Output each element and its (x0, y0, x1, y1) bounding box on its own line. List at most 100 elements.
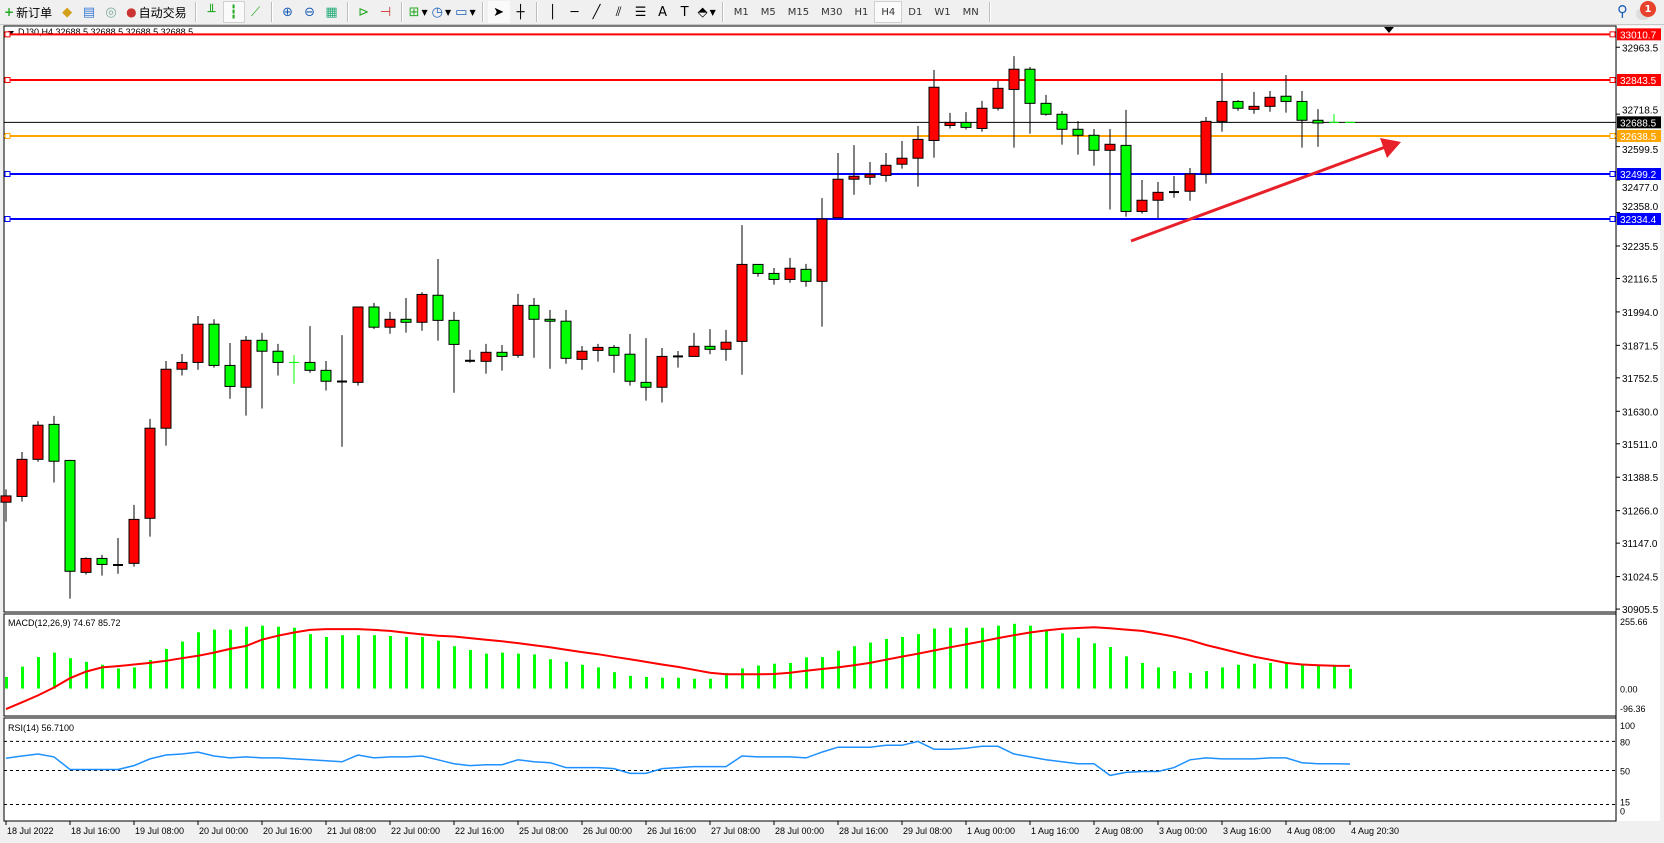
new-order-button[interactable]: + 新订单 (0, 1, 56, 23)
macd-histogram-bar (389, 635, 392, 689)
candle-body (976, 107, 988, 129)
zoom-in-button[interactable]: ⊕ (277, 1, 299, 23)
macd-axis-label: 0.00 (1620, 685, 1638, 695)
candle-body (1040, 102, 1052, 115)
arrows-button[interactable]: ⬘ ▼ (696, 1, 718, 23)
macd-histogram-bar (629, 675, 632, 689)
macd-histogram-bar (149, 660, 152, 689)
macd-histogram-bar (1157, 667, 1160, 689)
chart-window[interactable]: 32963.5 32718.5 32599.5 32477.0 32358.0 32235… (0, 25, 1664, 843)
periods-button[interactable]: ◷ ▼ (430, 1, 454, 23)
rsi-axis-label: 15 (1620, 797, 1630, 807)
trendline-button[interactable]: ╱ (586, 1, 608, 23)
macd-histogram-bar (1253, 663, 1256, 689)
timeframe-w1[interactable]: W1 (934, 6, 951, 18)
level-anchor-handle (1609, 170, 1616, 177)
trend-arrow-head-icon (1380, 138, 1401, 158)
zoom-out-button[interactable]: ⊖ (299, 1, 321, 23)
candle-body (1136, 199, 1148, 212)
macd-histogram-bar (773, 663, 776, 689)
candle-body (432, 294, 444, 321)
macd-histogram-bar (741, 668, 744, 689)
candle-body (704, 345, 716, 350)
macd-histogram-bar (1333, 664, 1336, 689)
bar-chart-button[interactable]: ╨ (201, 1, 223, 23)
timeframe-mn[interactable]: MN (962, 6, 979, 18)
macd-histogram-bar (1237, 664, 1240, 689)
macd-histogram-bar (901, 637, 904, 689)
timeframe-d1[interactable]: D1 (908, 6, 923, 18)
current-price-label-bg (1617, 116, 1661, 129)
timeframe-h1[interactable]: H1 (854, 6, 869, 18)
candle-body (160, 368, 172, 429)
candle-body (320, 369, 332, 382)
macd-histogram-bar (165, 648, 168, 689)
horizontal-line-icon: ─ (570, 4, 579, 20)
candle-body (944, 121, 956, 126)
data-window-button[interactable]: ▤ (78, 1, 100, 23)
auto-trading-label: 自动交易 (138, 5, 187, 20)
candle-body (208, 323, 220, 366)
time-axis-label: 20 Jul 16:00 (263, 826, 312, 836)
chart-shift-button[interactable]: ⊣ (375, 1, 397, 23)
search-icon[interactable]: ⚲ (1617, 2, 1628, 20)
candle-body (176, 361, 188, 370)
templates-icon: ▭ (455, 4, 468, 20)
fibo-channel-button[interactable]: ☰ (630, 1, 652, 23)
candlestick-button[interactable]: ┇ (222, 1, 245, 23)
macd-histogram-bar (373, 635, 376, 689)
fibonacci-button[interactable]: ⫽ (608, 1, 630, 23)
vertical-line-button[interactable]: │ (542, 1, 564, 23)
macd-histogram-bar (357, 635, 360, 689)
macd-histogram-bar (1301, 663, 1304, 689)
auto-scroll-button[interactable]: ⊳ (353, 1, 375, 23)
candle-body (816, 218, 828, 282)
text-button[interactable]: A (652, 1, 674, 23)
price-tick-label: 32116.5 (1622, 274, 1658, 285)
gold-button[interactable]: ◆ (56, 1, 78, 23)
indicators-button[interactable]: ⊞ ▼ (407, 1, 430, 23)
candle-body (688, 345, 700, 357)
timeframe-m15[interactable]: M15 (787, 6, 810, 18)
rsi-axis-label: 100 (1620, 721, 1635, 731)
candle-body (1216, 100, 1228, 122)
macd-histogram-bar (1141, 662, 1144, 689)
signals-button[interactable]: ◎ (100, 1, 122, 23)
notification-badge[interactable]: 1 (1640, 1, 1656, 17)
crosshair-button[interactable]: ┼ (510, 1, 532, 23)
line-chart-icon: ⟋ (251, 4, 261, 20)
tile-windows-button[interactable]: ▦ (321, 1, 343, 23)
level-price-label-bg (1617, 212, 1661, 225)
time-axis-label: 28 Jul 00:00 (775, 826, 824, 836)
candle-body (80, 557, 92, 573)
candle-body (912, 138, 924, 159)
text-label-icon: T (680, 4, 689, 20)
macd-histogram-bar (517, 653, 520, 689)
time-axis-label: 26 Jul 00:00 (583, 826, 632, 836)
separator (346, 2, 349, 22)
timeframe-m30[interactable]: M30 (821, 6, 843, 18)
main-pane (3, 25, 1617, 613)
macd-histogram-bar (949, 627, 952, 689)
candle-body (640, 381, 652, 388)
macd-histogram-bar (1205, 671, 1208, 689)
timeframe-m1[interactable]: M1 (733, 6, 749, 18)
level-anchor-handle (4, 132, 11, 139)
macd-histogram-bar (581, 664, 584, 689)
timeframe-h4[interactable]: H4 (874, 1, 903, 23)
text-label-button[interactable]: T (674, 1, 696, 23)
horizontal-line-button[interactable]: ─ (564, 1, 586, 23)
candle-body (800, 268, 812, 282)
timeframe-m5[interactable]: M5 (760, 6, 776, 18)
templates-button[interactable]: ▭ ▼ (453, 1, 477, 23)
auto-trading-button[interactable]: ● 自动交易 (122, 1, 191, 23)
line-chart-button[interactable]: ⟋ (245, 1, 267, 23)
price-tick-label: 31147.0 (1622, 539, 1658, 550)
chevron-down-icon: ▼ (709, 7, 716, 17)
level-anchor-handle (4, 215, 11, 222)
chart-shift-icon: ⊣ (379, 4, 392, 20)
cursor-button[interactable]: ➤ (487, 1, 510, 23)
macd-histogram-bar (437, 640, 440, 689)
toolbar: + 新订单 ◆ ▤ ◎ ● 自动交易 ╨ ┇ ⟋ ⊕ ⊖ ▦ ⊳ ⊣ ⊞ ▼ ◷ ▼ ▭… (0, 0, 1664, 25)
vertical-line-icon: │ (548, 4, 557, 20)
